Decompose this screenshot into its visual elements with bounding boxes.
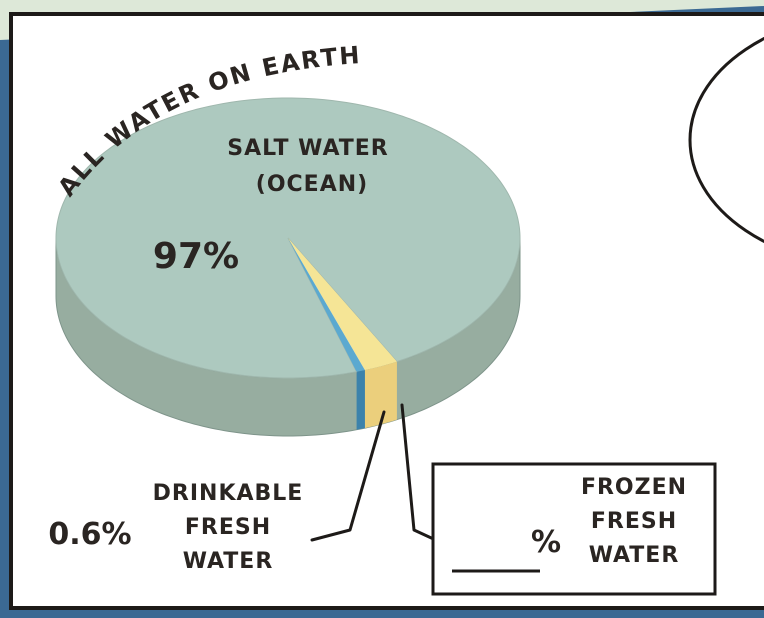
leader-frozen	[400, 403, 442, 544]
category-label: WATER	[589, 543, 680, 568]
value-label: 97%	[153, 236, 239, 277]
blank-label: %	[531, 525, 561, 560]
value-label: 0.6%	[48, 517, 131, 552]
category-label: WATER	[183, 549, 274, 574]
category-label: DRINKABLE	[153, 481, 304, 506]
pie-slice	[288, 238, 365, 372]
leader-drinkable	[310, 410, 386, 542]
speech-bubble	[688, 36, 764, 244]
category-label: FROZEN	[581, 475, 687, 500]
pie	[55, 97, 521, 437]
pie-side-segment	[364, 361, 397, 429]
pie-slice	[288, 238, 397, 371]
leaders	[310, 403, 442, 544]
category-label: FRESH	[185, 515, 271, 540]
category-label: FRESH	[591, 509, 677, 534]
category-label: SALT WATER	[227, 136, 389, 161]
pie-side-segment	[356, 370, 365, 430]
category-label: (OCEAN)	[256, 172, 368, 197]
pie-slice	[55, 97, 521, 379]
